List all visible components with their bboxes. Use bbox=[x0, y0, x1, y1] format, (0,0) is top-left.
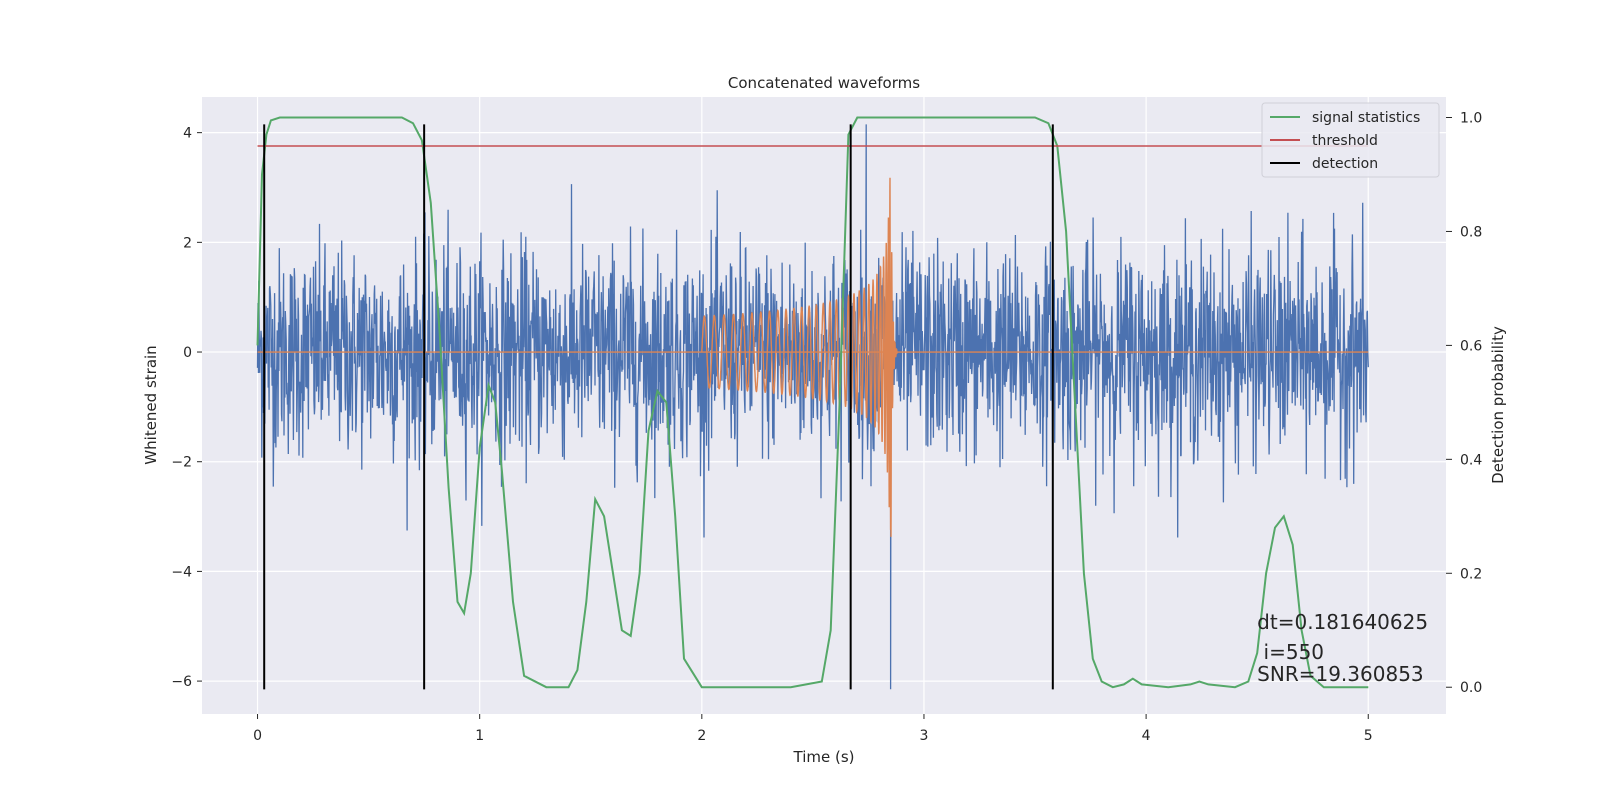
legend-label: detection bbox=[1312, 156, 1378, 172]
annotation-text: dt=0.181640625 bbox=[1257, 610, 1428, 634]
y-tick-label: −6 bbox=[171, 674, 192, 690]
y2-axis-label: Detection probability bbox=[1489, 326, 1507, 484]
waveforms bbox=[256, 124, 1369, 690]
x-tick-label: 1 bbox=[475, 728, 484, 744]
legend-box bbox=[1261, 102, 1440, 178]
y2-tick-label: 0.6 bbox=[1460, 338, 1482, 354]
legend: signal statistics threshold detection bbox=[1261, 102, 1440, 178]
signal-statistics-line bbox=[256, 116, 1369, 689]
strain-noise-line bbox=[256, 124, 1369, 690]
x-axis-label: Time (s) bbox=[793, 748, 855, 766]
y-tick-label: −4 bbox=[171, 564, 192, 580]
y2-tick-label: 0.0 bbox=[1460, 680, 1482, 696]
ticks: 0 1 2 3 4 5 −6 −4 −2 0 2 4 0.0 0.2 0.4 0.6 0.8 1.0 bbox=[171, 111, 1482, 744]
x-tick-label: 5 bbox=[1364, 728, 1373, 744]
y-tick-label: 0 bbox=[183, 345, 192, 361]
y2-tick-label: 0.8 bbox=[1460, 224, 1482, 240]
y-tick-label: −2 bbox=[171, 455, 192, 471]
x-tick-label: 4 bbox=[1142, 728, 1151, 744]
legend-label: threshold bbox=[1312, 133, 1378, 149]
y2-tick-label: 1.0 bbox=[1460, 111, 1482, 127]
curves bbox=[256, 116, 1369, 690]
y-axis-label: Whitened strain bbox=[142, 345, 160, 464]
x-tick-label: 2 bbox=[697, 728, 706, 744]
x-tick-label: 0 bbox=[253, 728, 262, 744]
annotation-text: i=550 bbox=[1257, 640, 1324, 664]
x-tick-label: 3 bbox=[920, 728, 929, 744]
chart-title: Concatenated waveforms bbox=[728, 74, 920, 92]
y2-tick-label: 0.4 bbox=[1460, 452, 1482, 468]
annotation-text: SNR=19.360853 bbox=[1257, 662, 1423, 686]
y-tick-label: 2 bbox=[183, 235, 192, 251]
legend-label: signal statistics bbox=[1312, 110, 1420, 126]
injected-chirp-line bbox=[701, 177, 898, 537]
y-tick-label: 4 bbox=[183, 126, 192, 142]
y2-tick-label: 0.2 bbox=[1460, 566, 1482, 582]
